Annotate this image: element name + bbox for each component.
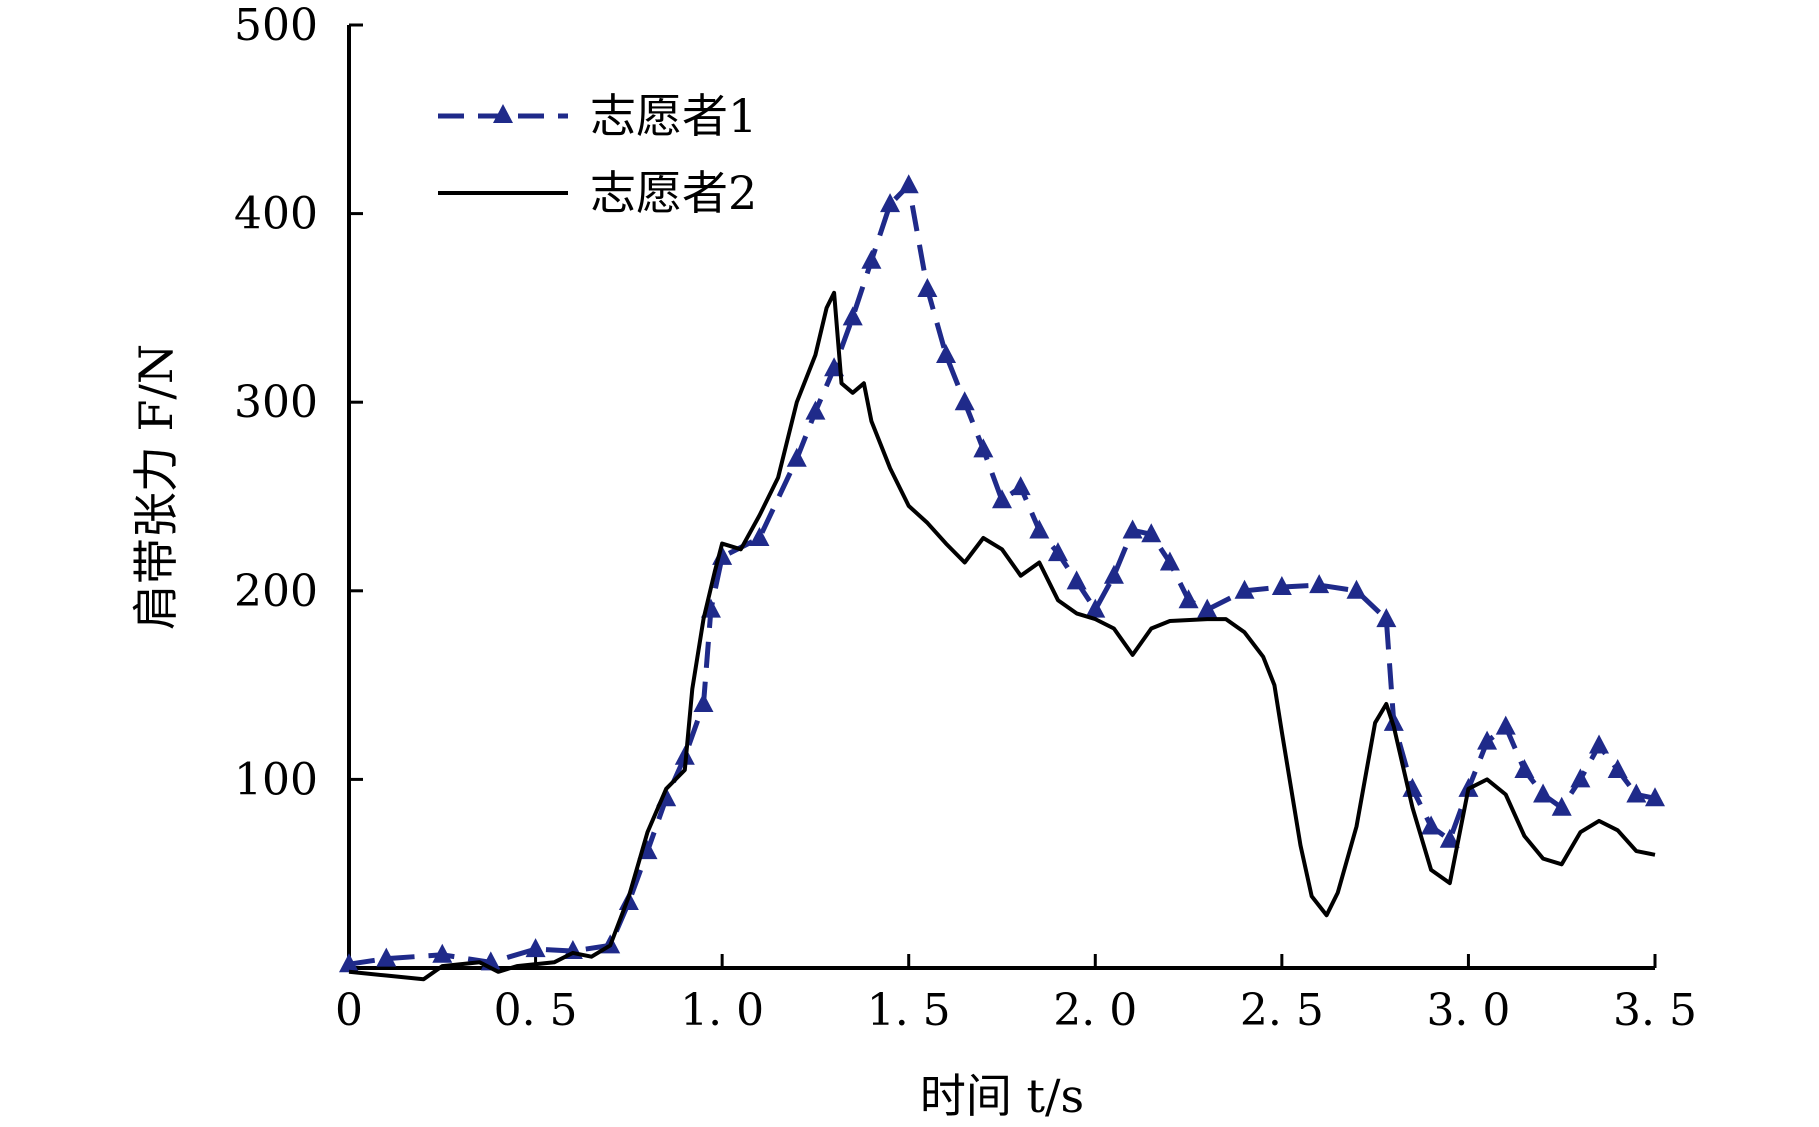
data-point-marker <box>1495 715 1516 735</box>
data-point-marker <box>1533 783 1554 803</box>
data-point-marker <box>1066 570 1087 590</box>
data-point-marker <box>954 391 975 411</box>
data-point-marker <box>917 278 938 298</box>
data-point-marker <box>1122 519 1143 539</box>
y-tick-label: 300 <box>234 377 318 428</box>
data-point-marker <box>992 489 1012 509</box>
data-point-marker <box>973 438 994 458</box>
data-point-marker <box>1047 542 1068 562</box>
data-point-marker <box>1309 574 1330 594</box>
data-point-marker <box>1085 598 1106 618</box>
data-point-marker <box>339 953 359 973</box>
data-point-marker <box>786 447 807 467</box>
data-point-marker <box>1439 828 1460 848</box>
series-line-2 <box>348 290 1656 982</box>
series-layer <box>339 174 1665 982</box>
data-point-marker <box>376 947 397 967</box>
data-point-marker <box>1514 758 1535 778</box>
data-point-marker <box>861 249 882 269</box>
legend-label-series-1: 志愿者1 <box>590 89 757 143</box>
data-point-marker <box>525 938 546 958</box>
y-tick-label: 500 <box>234 0 318 51</box>
y-tick-label: 200 <box>234 566 318 617</box>
data-point-marker <box>842 306 863 326</box>
data-point-marker <box>1477 730 1498 750</box>
legend-label-series-2: 志愿者2 <box>590 166 757 220</box>
data-point-marker <box>898 174 919 194</box>
x-tick-label: 3. 5 <box>1613 985 1697 1036</box>
x-tick-label: 1. 5 <box>867 985 951 1036</box>
y-tick-label: 100 <box>234 754 318 805</box>
x-tick-label: 0 <box>335 985 363 1036</box>
y-axis-title: 肩带张力 F/N <box>129 344 183 630</box>
data-point-marker <box>1197 598 1218 618</box>
y-ticks: 100 200 300 400 500 <box>234 0 363 805</box>
data-point-marker <box>1029 519 1050 539</box>
data-point-marker <box>936 344 957 364</box>
data-point-marker <box>1178 589 1199 609</box>
x-tick-label: 2. 0 <box>1053 985 1137 1036</box>
data-point-marker <box>805 400 826 420</box>
x-tick-label: 2. 5 <box>1240 985 1324 1036</box>
data-point-marker <box>1346 579 1367 599</box>
data-point-marker <box>1159 551 1180 571</box>
data-point-marker <box>1589 734 1610 754</box>
legend-marker-series-1 <box>493 104 513 123</box>
data-point-marker <box>749 526 770 546</box>
x-ticks: 0 0. 5 1. 0 1. 5 2. 0 2. 5 3. 0 3. 5 <box>335 954 1697 1036</box>
data-point-marker <box>1271 576 1292 596</box>
x-tick-label: 1. 0 <box>680 985 764 1036</box>
data-point-marker <box>1141 523 1162 543</box>
data-point-marker <box>1626 783 1647 803</box>
data-point-marker <box>1103 564 1124 584</box>
data-point-marker <box>1645 787 1665 807</box>
y-tick-label: 400 <box>234 189 318 240</box>
data-point-marker <box>1010 476 1031 496</box>
data-point-marker <box>1421 815 1442 835</box>
data-point-marker <box>432 943 453 963</box>
data-point-marker <box>693 692 714 712</box>
data-point-marker <box>880 193 901 213</box>
data-point-marker <box>1570 768 1591 788</box>
data-point-marker <box>1234 579 1255 599</box>
x-axis-title: 时间 t/s <box>920 1069 1084 1123</box>
x-tick-label: 0. 5 <box>494 985 578 1036</box>
legend: 志愿者1 志愿者2 <box>438 89 757 220</box>
data-point-marker <box>1607 758 1628 778</box>
x-tick-label: 3. 0 <box>1426 985 1510 1036</box>
data-point-marker <box>1376 608 1397 628</box>
data-point-marker <box>1551 796 1572 816</box>
